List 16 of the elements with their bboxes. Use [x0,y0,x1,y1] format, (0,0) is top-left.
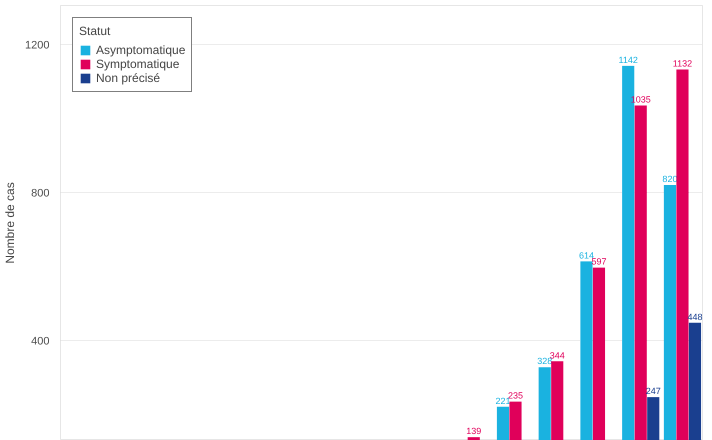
y-tick-label: 1200 [25,39,50,52]
data-label: 328 [537,356,552,366]
legend-label: Non précisé [96,71,160,85]
data-label: 344 [550,350,565,360]
legend-label: Asymptomatique [96,43,186,57]
legend-title: Statut [79,24,112,38]
y-axis-title: Nombre de cas [3,182,18,264]
data-label: 1142 [618,54,638,65]
y-tick-label: 400 [31,336,50,348]
data-label: 235 [508,390,524,401]
y-tick-label: 800 [31,187,50,200]
data-label: 139 [466,426,482,436]
data-label: 597 [591,256,606,267]
legend-label: Symptomatique [96,57,180,71]
data-label: 614 [578,250,594,260]
data-label: 1132 [672,58,692,69]
